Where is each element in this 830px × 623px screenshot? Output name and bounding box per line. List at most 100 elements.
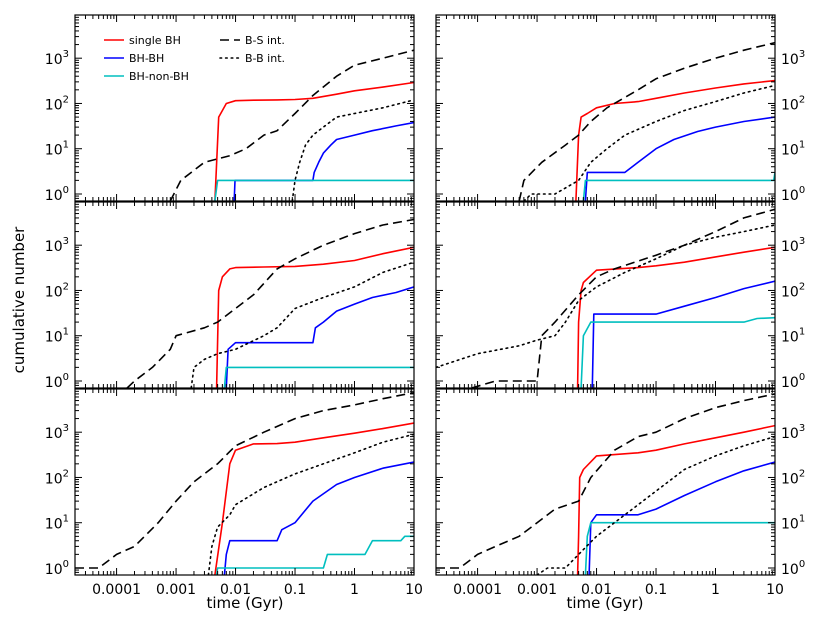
y-tick-label-exponent: 0 — [799, 559, 805, 570]
panel-frame — [435, 201, 776, 389]
series-line-b-s-int- — [436, 393, 775, 569]
y-tick-label: 103 — [45, 236, 69, 255]
y-tick-label-exponent: 1 — [63, 140, 69, 151]
series-line-b-b-int- — [291, 99, 414, 201]
y-tick-label: 103 — [45, 423, 69, 442]
series-line-b-s-int- — [518, 41, 775, 201]
series-line-b-b-int- — [436, 224, 775, 369]
y-tick-label-exponent: 3 — [799, 423, 805, 434]
y-tick-label: 103 — [781, 423, 805, 442]
panel-frame — [74, 388, 415, 576]
series-line-bh-non-bh — [582, 172, 775, 201]
legend-label: BH-non-BH — [129, 70, 189, 83]
y-tick-label: 100 — [781, 185, 805, 204]
series-line-b-b-int- — [190, 261, 414, 388]
y-tick-label-base: 10 — [45, 562, 63, 578]
x-tick-label: 0.01 — [581, 582, 612, 598]
series-line-bh-bh — [591, 280, 775, 388]
y-tick-label-base: 10 — [781, 239, 799, 255]
y-tick-label-exponent: 3 — [799, 236, 805, 247]
y-tick-label-exponent: 0 — [63, 372, 69, 383]
y-tick-label-base: 10 — [45, 52, 63, 68]
series-line-b-s-int- — [126, 218, 414, 388]
y-tick-label-base: 10 — [45, 284, 63, 300]
series-line-bh-bh — [584, 116, 775, 201]
y-tick-label: 100 — [45, 372, 69, 391]
y-tick-label-exponent: 3 — [63, 49, 69, 60]
series-line-bh-non-bh — [214, 179, 414, 201]
y-tick-label-exponent: 3 — [63, 236, 69, 247]
panel-frame — [435, 388, 776, 576]
y-tick-label-exponent: 1 — [799, 140, 805, 151]
y-tick-label: 100 — [45, 185, 69, 204]
x-tick-label: 10 — [405, 582, 423, 598]
y-tick-label: 100 — [781, 372, 805, 391]
y-tick-label-exponent: 0 — [799, 372, 805, 383]
y-tick-label-base: 10 — [45, 517, 63, 533]
series-line-single-bh — [576, 424, 775, 575]
panel-frame — [74, 201, 415, 389]
series-line-bh-bh — [588, 461, 775, 575]
x-tick-label: 1 — [711, 582, 720, 598]
series-line-bh-bh — [233, 121, 414, 201]
legend-label: B-B int. — [245, 52, 285, 65]
y-tick-label-exponent: 1 — [799, 327, 805, 338]
series-line-single-bh — [214, 422, 414, 575]
y-tick-label-base: 10 — [781, 143, 799, 159]
y-tick-label-exponent: 2 — [799, 94, 805, 105]
y-tick-label-exponent: 0 — [63, 559, 69, 570]
y-tick-label-base: 10 — [781, 562, 799, 578]
y-tick-label-exponent: 2 — [63, 468, 69, 479]
y-tick-label-base: 10 — [45, 97, 63, 113]
x-tick-label: 0.01 — [220, 582, 251, 598]
x-tick-label: 10 — [766, 582, 784, 598]
y-tick-label: 102 — [45, 94, 69, 113]
y-tick-label: 101 — [781, 514, 805, 533]
y-tick-label-exponent: 2 — [799, 281, 805, 292]
y-tick-label: 101 — [45, 140, 69, 159]
y-tick-label-exponent: 2 — [63, 281, 69, 292]
y-tick-label-base: 10 — [781, 52, 799, 68]
x-tick-label: 0.0001 — [453, 582, 502, 598]
y-tick-label: 102 — [781, 468, 805, 487]
series-line-bh-non-bh — [580, 316, 775, 388]
y-tick-label-exponent: 2 — [799, 468, 805, 479]
series-line-bh-non-bh — [223, 366, 414, 388]
y-tick-label-base: 10 — [45, 239, 63, 255]
panel-frame — [435, 14, 776, 202]
legend-label: BH-BH — [129, 52, 164, 65]
legend: single BH BH-BH BH-non-BH B-S int. B-B int. — [104, 34, 285, 83]
y-tick-label-base: 10 — [781, 426, 799, 442]
y-tick-label-exponent: 0 — [799, 185, 805, 196]
x-tick-label: 0.1 — [645, 582, 667, 598]
y-tick-label: 102 — [45, 468, 69, 487]
y-tick-label-base: 10 — [45, 330, 63, 346]
x-tick-label: 1 — [350, 582, 359, 598]
y-tick-label-exponent: 1 — [799, 514, 805, 525]
series-line-b-b-int- — [207, 433, 414, 575]
y-tick-label-base: 10 — [781, 330, 799, 346]
y-tick-label-exponent: 3 — [63, 423, 69, 434]
y-tick-label-base: 10 — [781, 188, 799, 204]
series-line-single-bh — [215, 246, 414, 388]
y-tick-label-base: 10 — [45, 143, 63, 159]
y-tick-label: 103 — [781, 49, 805, 68]
y-tick-label: 102 — [45, 281, 69, 300]
y-tick-label-base: 10 — [781, 517, 799, 533]
y-tick-label: 101 — [45, 327, 69, 346]
legend-label: B-S int. — [245, 34, 285, 47]
y-tick-label: 103 — [781, 236, 805, 255]
y-axis-label: cumulative number — [10, 226, 28, 374]
y-tick-label-base: 10 — [45, 375, 63, 391]
x-axis-label-left: time (Gyr) — [206, 594, 283, 612]
x-tick-label: 0.001 — [517, 582, 557, 598]
y-tick-label-base: 10 — [781, 284, 799, 300]
x-tick-label: 0.1 — [284, 582, 306, 598]
y-tick-label-exponent: 1 — [63, 327, 69, 338]
